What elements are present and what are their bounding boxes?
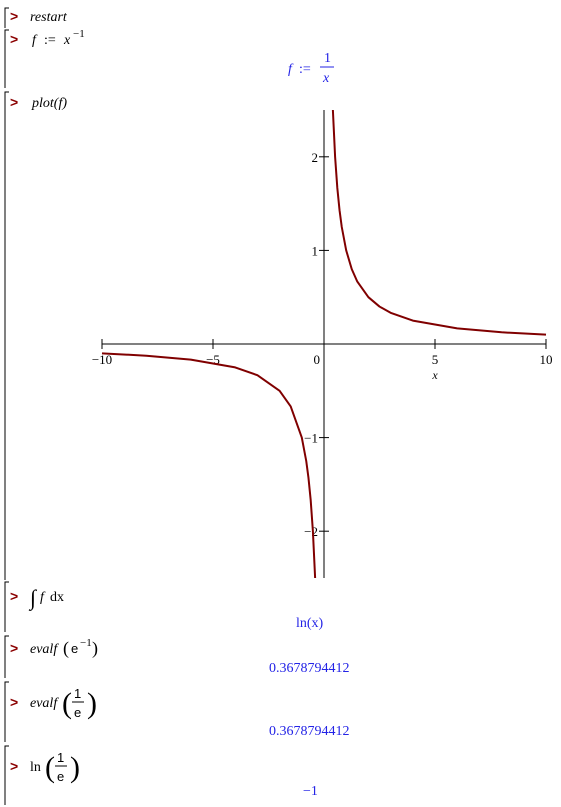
output: 1: [324, 51, 331, 66]
y-tick-label: 2: [312, 150, 319, 165]
bracket: [4, 581, 9, 632]
input: f: [40, 590, 46, 605]
output: ln(x): [296, 616, 324, 631]
input: x: [63, 33, 71, 48]
input: restart: [30, 10, 68, 25]
paren: ): [92, 638, 98, 659]
prompt: >: [10, 31, 18, 47]
curve: [101, 352, 317, 579]
prompt: >: [10, 640, 18, 656]
bracket: [4, 745, 9, 805]
x-tick-label: 5: [432, 352, 439, 367]
x-tick-label: −10: [92, 352, 112, 367]
bracket: [4, 7, 9, 28]
input: dx: [50, 590, 64, 605]
bracket: [4, 29, 9, 88]
paren: (: [63, 638, 69, 659]
prompt: >: [10, 588, 18, 604]
input: evalf: [30, 696, 59, 711]
output: 0.3678794412: [269, 661, 350, 676]
curve: [331, 109, 547, 336]
input: 1: [57, 750, 64, 765]
prompt: >: [10, 758, 18, 774]
prompt: >: [10, 8, 18, 24]
paren: ): [70, 751, 80, 784]
y-tick-label: −1: [304, 431, 318, 446]
y-tick-label: 1: [312, 243, 319, 258]
x-tick-label: 10: [540, 352, 553, 367]
input: e: [74, 705, 81, 720]
output: −1: [303, 784, 318, 799]
output: x: [322, 71, 330, 86]
bracket: [4, 91, 9, 580]
output: f: [288, 62, 294, 77]
input-exponent: −1: [73, 28, 85, 40]
prompt: >: [10, 694, 18, 710]
input: f: [32, 33, 38, 48]
input: ∫: [28, 585, 38, 611]
input-exponent: −1: [80, 637, 92, 649]
y-tick-label: −2: [304, 524, 318, 539]
prompt: >: [10, 94, 18, 110]
paren: (: [45, 751, 55, 784]
input: evalf: [30, 642, 59, 657]
input: e: [57, 769, 64, 784]
input: 1: [74, 686, 81, 701]
input: ln: [30, 760, 41, 775]
paren: (: [62, 687, 72, 720]
input: :=: [44, 33, 56, 48]
x-axis-label: x: [431, 368, 438, 382]
input: e: [71, 641, 78, 656]
output: 0.3678794412: [269, 724, 350, 739]
input: plot(f): [31, 96, 67, 111]
output: :=: [299, 62, 311, 77]
bracket: [4, 635, 9, 678]
x-tick-label: 0: [314, 352, 321, 367]
bracket: [4, 681, 9, 742]
paren: ): [87, 687, 97, 720]
